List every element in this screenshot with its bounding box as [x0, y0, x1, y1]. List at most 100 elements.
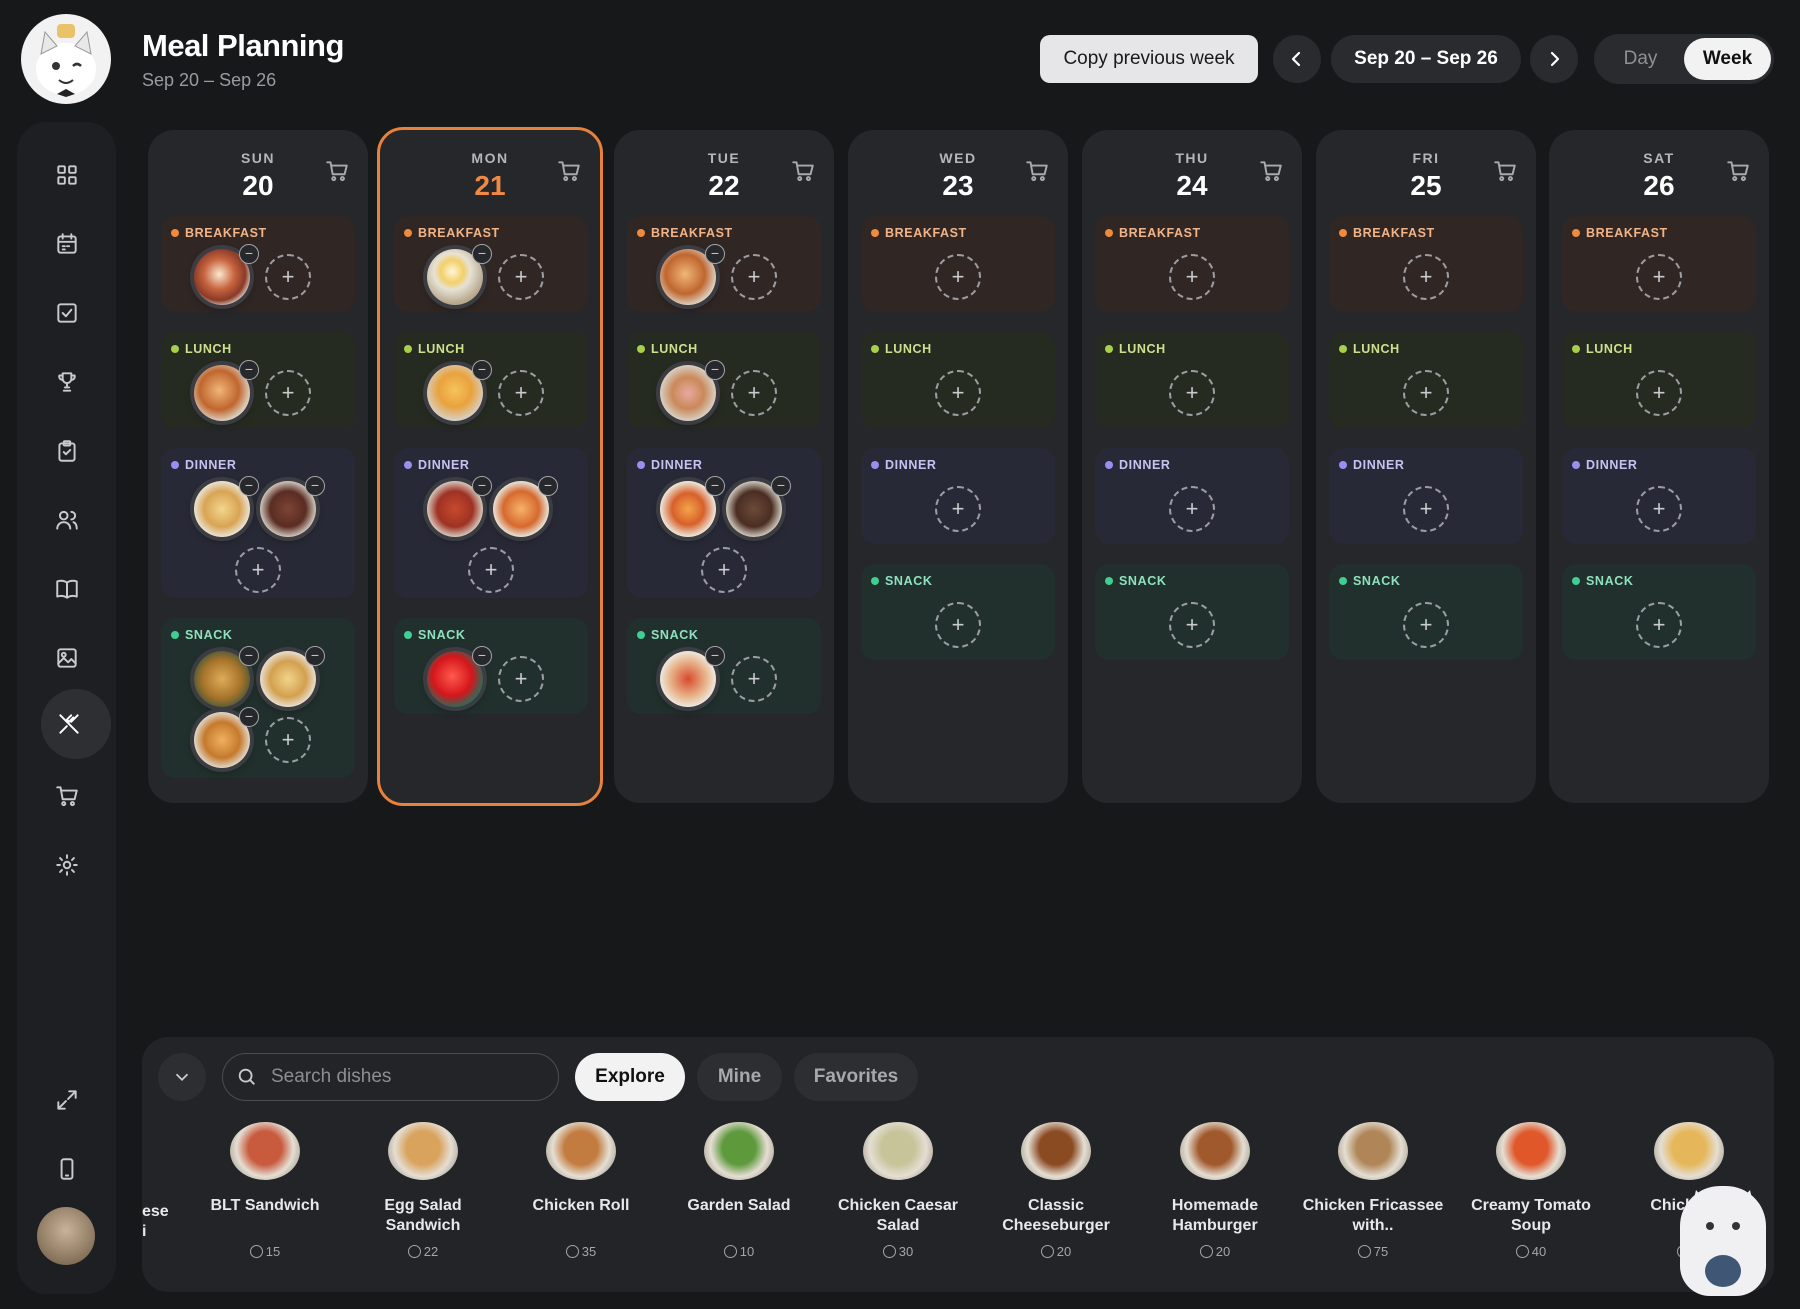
day-column-tue[interactable]: TUE 22 BREAKFAST − + LUNCH − + DINNER − − + SNACK − +: [614, 130, 834, 803]
add-dish-button[interactable]: +: [265, 254, 311, 300]
remove-dish-button[interactable]: −: [239, 244, 259, 264]
expand-button[interactable]: [47, 1080, 87, 1120]
add-dish-button[interactable]: +: [1403, 486, 1449, 532]
dish-card[interactable]: Chicken Roll 35: [506, 1122, 656, 1259]
day-column-fri[interactable]: FRI 25 BREAKFAST + LUNCH + DINNER + SNACK +: [1316, 130, 1536, 803]
add-dish-button[interactable]: +: [265, 370, 311, 416]
remove-dish-button[interactable]: −: [771, 476, 791, 496]
dish-time: 75: [1298, 1244, 1448, 1259]
add-dish-button[interactable]: +: [1636, 370, 1682, 416]
cart-icon[interactable]: [1492, 158, 1518, 184]
sidebar-item-photos[interactable]: [47, 638, 87, 678]
add-dish-button[interactable]: +: [1403, 370, 1449, 416]
add-dish-button[interactable]: +: [468, 547, 514, 593]
remove-dish-button[interactable]: −: [305, 646, 325, 666]
cart-icon[interactable]: [790, 158, 816, 184]
dish-card[interactable]: Classic Cheeseburger 20: [981, 1122, 1131, 1259]
remove-dish-button[interactable]: −: [705, 646, 725, 666]
remove-dish-button[interactable]: −: [705, 360, 725, 380]
next-week-button[interactable]: [1530, 35, 1578, 83]
cart-icon[interactable]: [1725, 158, 1751, 184]
device-button[interactable]: [47, 1149, 87, 1189]
sidebar-item-tasks[interactable]: [47, 293, 87, 333]
tab-explore[interactable]: Explore: [575, 1053, 685, 1101]
sidebar-item-dashboard[interactable]: [47, 155, 87, 195]
sidebar-item-meals[interactable]: [49, 704, 89, 744]
day-column-mon[interactable]: MON 21 BREAKFAST − + LUNCH − + DINNER − − + SNACK − +: [377, 127, 603, 806]
add-dish-button[interactable]: +: [701, 547, 747, 593]
day-column-thu[interactable]: THU 24 BREAKFAST + LUNCH + DINNER + SNACK +: [1082, 130, 1302, 803]
cart-icon[interactable]: [1258, 158, 1284, 184]
remove-dish-button[interactable]: −: [472, 360, 492, 380]
tab-favorites[interactable]: Favorites: [794, 1053, 918, 1101]
add-dish-button[interactable]: +: [1403, 254, 1449, 300]
cart-icon[interactable]: [1024, 158, 1050, 184]
remove-dish-button[interactable]: −: [239, 707, 259, 727]
add-dish-button[interactable]: +: [265, 717, 311, 763]
remove-dish-button[interactable]: −: [472, 244, 492, 264]
search-input[interactable]: [222, 1053, 559, 1101]
dish-card[interactable]: Chicken Fricassee with.. 75: [1298, 1122, 1448, 1259]
meal-slot-lunch: LUNCH − +: [161, 332, 355, 428]
add-dish-button[interactable]: +: [935, 254, 981, 300]
sidebar-item-shopping[interactable]: [47, 776, 87, 816]
add-dish-button[interactable]: +: [1636, 254, 1682, 300]
remove-dish-button[interactable]: −: [239, 476, 259, 496]
add-dish-button[interactable]: +: [935, 486, 981, 532]
day-column-sun[interactable]: SUN 20 BREAKFAST − + LUNCH − + DINNER − − + SNACK − − −…: [148, 130, 368, 803]
view-week-option[interactable]: Week: [1684, 38, 1771, 80]
remove-dish-button[interactable]: −: [472, 646, 492, 666]
sidebar-item-settings[interactable]: [47, 845, 87, 885]
collapse-tray-button[interactable]: [158, 1053, 206, 1101]
dish-card[interactable]: Chicken Caesar Salad 30: [823, 1122, 973, 1259]
add-dish-button[interactable]: +: [1403, 602, 1449, 648]
tab-mine[interactable]: Mine: [697, 1053, 782, 1101]
add-dish-button[interactable]: +: [498, 254, 544, 300]
view-day-option[interactable]: Day: [1623, 48, 1658, 69]
add-dish-button[interactable]: +: [1169, 370, 1215, 416]
avatar[interactable]: [37, 1207, 95, 1265]
add-dish-button[interactable]: +: [1169, 602, 1215, 648]
sidebar-item-calendar[interactable]: [47, 224, 87, 264]
remove-dish-button[interactable]: −: [239, 646, 259, 666]
previous-week-button[interactable]: [1273, 35, 1321, 83]
dish-time-value: 75: [1373, 1244, 1389, 1259]
dish-card[interactable]: BLT Sandwich 15: [190, 1122, 340, 1259]
date-range-pill[interactable]: Sep 20 – Sep 26: [1331, 35, 1521, 83]
cart-icon[interactable]: [324, 158, 350, 184]
sidebar-item-family[interactable]: [47, 500, 87, 540]
dish-card[interactable]: Garden Salad 10: [664, 1122, 814, 1259]
add-dish-button[interactable]: +: [498, 656, 544, 702]
add-dish-button[interactable]: +: [235, 547, 281, 593]
add-dish-button[interactable]: +: [1636, 602, 1682, 648]
add-dish-button[interactable]: +: [1169, 486, 1215, 532]
meal-slot-lunch: LUNCH +: [1562, 332, 1756, 428]
sidebar-item-recipes[interactable]: [47, 569, 87, 609]
copy-previous-week-button[interactable]: Copy previous week: [1040, 35, 1258, 83]
add-dish-button[interactable]: +: [935, 602, 981, 648]
dish-card[interactable]: Homemade Hamburger 20: [1140, 1122, 1290, 1259]
remove-dish-button[interactable]: −: [472, 476, 492, 496]
remove-dish-button[interactable]: −: [705, 476, 725, 496]
remove-dish-button[interactable]: −: [305, 476, 325, 496]
partial-dish-card[interactable]: ese i: [142, 1202, 169, 1242]
remove-dish-button[interactable]: −: [705, 244, 725, 264]
add-dish-button[interactable]: +: [498, 370, 544, 416]
day-column-sat[interactable]: SAT 26 BREAKFAST + LUNCH + DINNER + SNACK +: [1549, 130, 1769, 803]
dish-card[interactable]: Egg Salad Sandwich 22: [348, 1122, 498, 1259]
add-dish-button[interactable]: +: [1636, 486, 1682, 532]
meal-label-text: SNACK: [1119, 574, 1167, 588]
day-column-wed[interactable]: WED 23 BREAKFAST + LUNCH + DINNER + SNACK +: [848, 130, 1068, 803]
image-icon: [57, 648, 77, 668]
dish-card[interactable]: Creamy Tomato Soup 40: [1456, 1122, 1606, 1259]
cart-icon[interactable]: [556, 158, 582, 184]
sidebar-item-rewards[interactable]: [47, 362, 87, 402]
add-dish-button[interactable]: +: [731, 370, 777, 416]
add-dish-button[interactable]: +: [731, 656, 777, 702]
add-dish-button[interactable]: +: [1169, 254, 1215, 300]
remove-dish-button[interactable]: −: [538, 476, 558, 496]
remove-dish-button[interactable]: −: [239, 360, 259, 380]
sidebar-item-chores[interactable]: [47, 431, 87, 471]
add-dish-button[interactable]: +: [731, 254, 777, 300]
add-dish-button[interactable]: +: [935, 370, 981, 416]
